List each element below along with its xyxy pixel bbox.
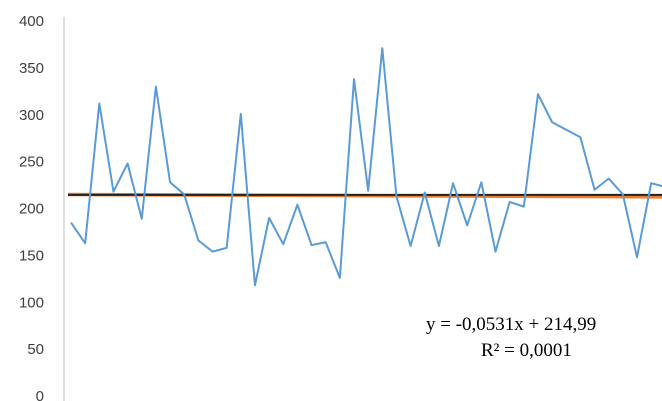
y-tick-label: 350 [19, 60, 44, 77]
y-tick-label: 150 [19, 247, 44, 264]
y-tick-label: 50 [27, 341, 44, 358]
y-tick-label: 400 [19, 13, 44, 30]
data-series-line [70, 47, 662, 287]
y-tick-label: 100 [19, 294, 44, 311]
y-axis: 0 50 100 150 200 250 300 350 400 [19, 13, 65, 401]
y-tick-label: 300 [19, 107, 44, 124]
y-tick-label: 200 [19, 201, 44, 218]
plot-area [67, 47, 662, 287]
trendline-r-squared: R² = 0,0001 [481, 340, 572, 361]
y-tick-label: 250 [19, 154, 44, 171]
trendline-equation: y = -0,0531x + 214,99 [426, 314, 596, 335]
y-tick-label: 0 [36, 388, 44, 401]
